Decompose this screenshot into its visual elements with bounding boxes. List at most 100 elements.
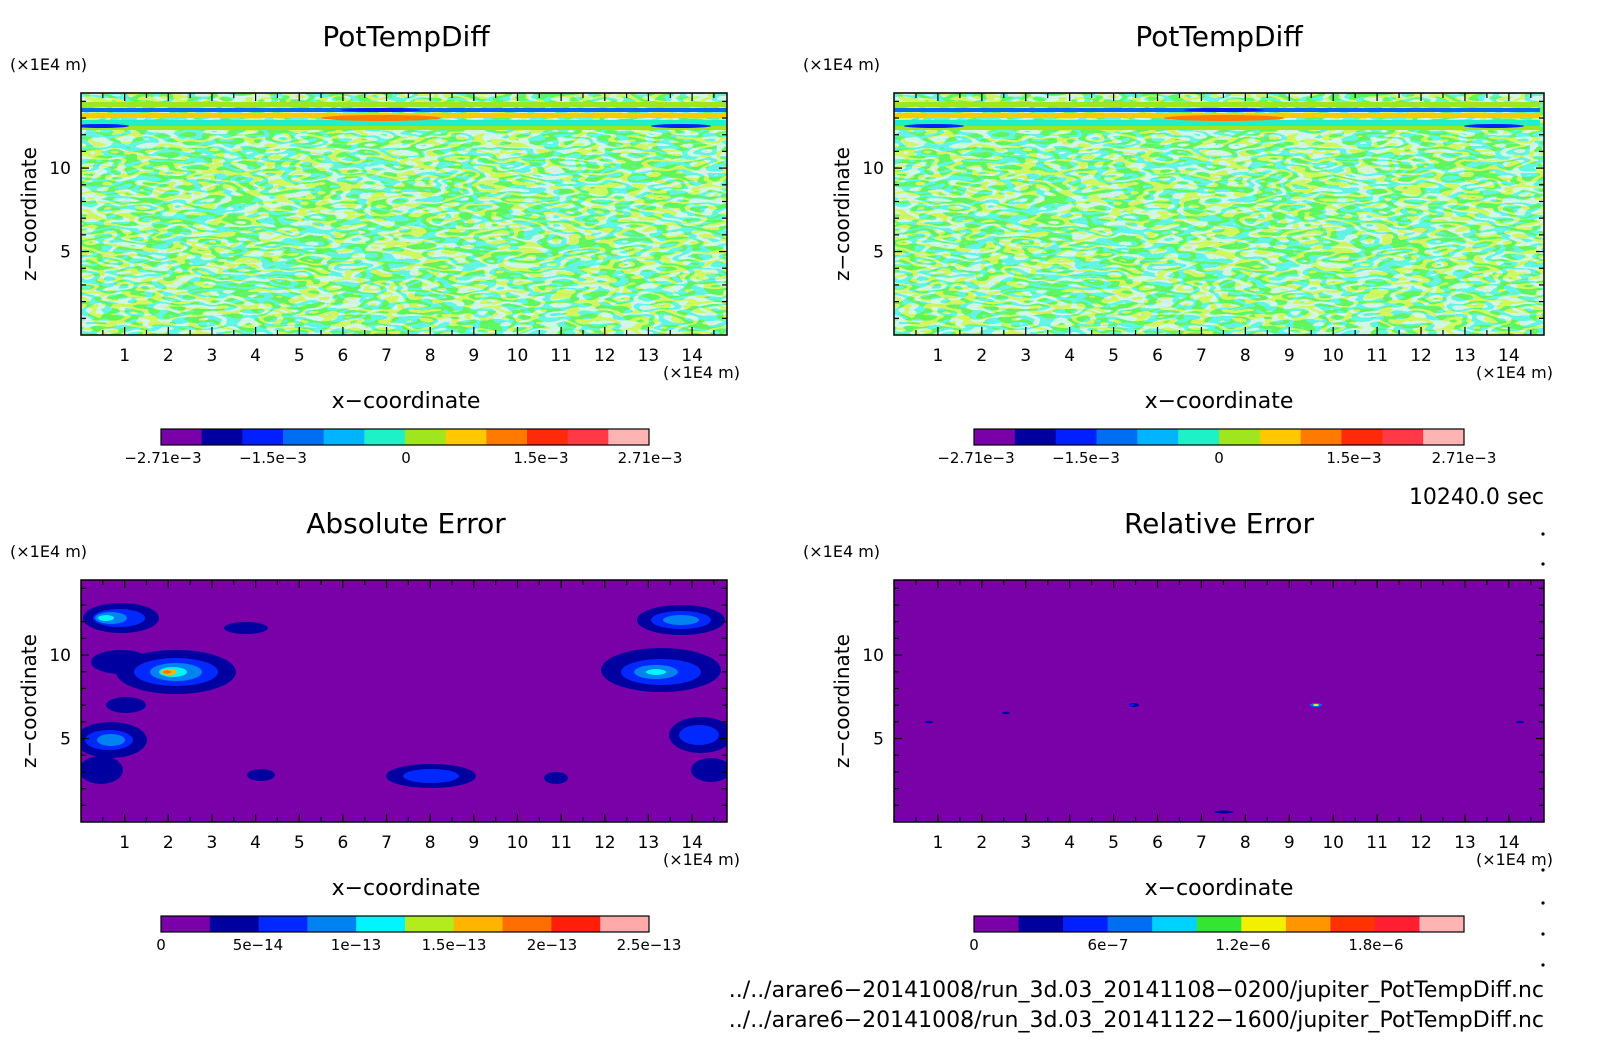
error-specks bbox=[925, 703, 1524, 814]
x-tick-label: 13 bbox=[1454, 346, 1476, 366]
x-ticks bbox=[915, 580, 1532, 822]
x-tick-label: 12 bbox=[1410, 833, 1432, 853]
y-axis-label: z−coordinate bbox=[830, 147, 854, 281]
colorbar-frame bbox=[973, 915, 1465, 933]
x-unit-label: (×1E4 m) bbox=[663, 850, 740, 869]
x-tick-label: 10 bbox=[1322, 833, 1344, 853]
panel-potTempDiff-right: PotTempDiff (×1E4 m) 1 2 3 4 5 6 7 8 9 10 11 12 13 14… bbox=[803, 20, 1553, 467]
x-tick-label: 10 bbox=[507, 833, 529, 853]
colorbar-tick-label: 1.5e−3 bbox=[1326, 449, 1381, 467]
x-tick-label: 3 bbox=[1020, 346, 1031, 366]
x-tick-label: 12 bbox=[594, 833, 616, 853]
x-tick-label: 10 bbox=[1322, 346, 1344, 366]
x-tick-label: 2 bbox=[976, 833, 987, 853]
y-axis-label: z−coordinate bbox=[830, 634, 854, 768]
x-tick-label: 7 bbox=[1196, 833, 1207, 853]
colorbar-swatch bbox=[1241, 916, 1287, 932]
y-tick-label: 5 bbox=[60, 243, 71, 263]
colorbar-swatch bbox=[1178, 429, 1220, 445]
y-tick-label: 10 bbox=[862, 159, 884, 179]
error-blobs bbox=[81, 603, 727, 788]
x-unit-label: (×1E4 m) bbox=[1476, 363, 1553, 382]
colorbar-swatch bbox=[1107, 916, 1153, 932]
x-tick-label: 9 bbox=[1284, 833, 1295, 853]
colorbar-swatch bbox=[1152, 916, 1198, 932]
y-tick-label: 5 bbox=[60, 730, 71, 750]
y-tick-label: 5 bbox=[873, 730, 884, 750]
colorbar-swatch bbox=[1063, 916, 1109, 932]
x-tick-label: 1 bbox=[933, 833, 944, 853]
colorbar-tick-labels: −2.71e−3 −1.5e−3 0 1.5e−3 2.71e−3 bbox=[124, 449, 682, 467]
x-tick-label: 7 bbox=[1196, 346, 1207, 366]
upper-band-structure bbox=[894, 102, 1540, 130]
colorbar-tick-label: 1e−13 bbox=[331, 936, 381, 954]
y-unit-label: (×1E4 m) bbox=[803, 542, 880, 561]
colorbar-tick-labels: 0 5e−14 1e−13 1.5e−13 2e−13 2.5e−13 bbox=[156, 936, 681, 954]
colorbar-tick-label: 0 bbox=[156, 936, 166, 954]
colorbar-swatch bbox=[364, 429, 406, 445]
colorbar-swatch bbox=[974, 429, 1016, 445]
x-tick-label: 7 bbox=[381, 346, 392, 366]
colorbar bbox=[973, 428, 1465, 446]
x-tick-label: 2 bbox=[163, 346, 174, 366]
x-tick-label: 9 bbox=[468, 346, 479, 366]
x-tick-label: 11 bbox=[550, 833, 572, 853]
x-tick-label: 11 bbox=[1366, 833, 1388, 853]
x-tick-label: 14 bbox=[681, 833, 703, 853]
y-ticks bbox=[81, 100, 727, 319]
y-unit-label: (×1E4 m) bbox=[803, 55, 880, 74]
edge-dots bbox=[1541, 532, 1545, 967]
panel-absolute-error: Absolute Error (×1E4 m) bbox=[10, 507, 740, 954]
x-axis-label: x−coordinate bbox=[332, 876, 481, 901]
time-stamp: 10240.0 sec bbox=[1409, 485, 1544, 510]
colorbar-tick-label: 0 bbox=[969, 936, 979, 954]
x-tick-label: 5 bbox=[294, 833, 305, 853]
x-tick-label: 9 bbox=[468, 833, 479, 853]
colorbar-tick-label: 1.5e−3 bbox=[513, 449, 568, 467]
colorbar-swatch bbox=[1423, 429, 1465, 445]
x-tick-label: 1 bbox=[933, 346, 944, 366]
x-tick-label: 11 bbox=[1366, 346, 1388, 366]
x-tick-label: 6 bbox=[337, 833, 348, 853]
colorbar-swatch bbox=[1196, 916, 1242, 932]
file-path-2: ../../arare6−20141008/run_3d.03_20141122… bbox=[729, 1008, 1544, 1033]
colorbar-tick-label: 2.5e−13 bbox=[617, 936, 682, 954]
y-tick-label: 10 bbox=[49, 159, 71, 179]
colorbar-swatch bbox=[600, 916, 650, 932]
colorbar-swatch bbox=[1259, 429, 1302, 445]
colorbar-tick-label: 2.71e−3 bbox=[1432, 449, 1497, 467]
colorbar-swatch bbox=[1374, 916, 1420, 932]
colorbar-tick-label: −2.71e−3 bbox=[937, 449, 1014, 467]
x-tick-label: 11 bbox=[550, 346, 572, 366]
colorbar-swatch bbox=[1055, 429, 1097, 445]
x-tick-label: 6 bbox=[1152, 833, 1163, 853]
y-unit-label: (×1E4 m) bbox=[10, 542, 87, 561]
x-tick-label: 2 bbox=[976, 346, 987, 366]
colorbar-frame bbox=[160, 915, 650, 933]
x-tick-label: 13 bbox=[638, 346, 660, 366]
colorbar-swatch bbox=[608, 429, 650, 445]
plot-frame bbox=[80, 92, 728, 336]
colorbar-swatch bbox=[258, 916, 308, 932]
colorbar-frame bbox=[160, 428, 650, 446]
x-tick-label: 14 bbox=[1498, 346, 1520, 366]
colorbar-swatch bbox=[527, 429, 569, 445]
x-unit-label: (×1E4 m) bbox=[1476, 850, 1553, 869]
x-tick-label: 14 bbox=[1498, 833, 1520, 853]
x-tick-label: 5 bbox=[1108, 833, 1119, 853]
colorbar-swatch bbox=[201, 429, 243, 445]
y-ticks bbox=[81, 587, 727, 806]
x-axis-label: x−coordinate bbox=[1145, 876, 1294, 901]
x-axis-label: x−coordinate bbox=[1145, 389, 1294, 414]
x-tick-label: 8 bbox=[425, 833, 436, 853]
colorbar-swatch bbox=[974, 916, 1020, 932]
x-tick-label: 6 bbox=[337, 346, 348, 366]
heatmap-plot-area bbox=[893, 579, 1545, 823]
x-tick-label: 2 bbox=[163, 833, 174, 853]
heatmap-plot-area bbox=[80, 92, 728, 336]
colorbar-swatch bbox=[1137, 429, 1179, 445]
